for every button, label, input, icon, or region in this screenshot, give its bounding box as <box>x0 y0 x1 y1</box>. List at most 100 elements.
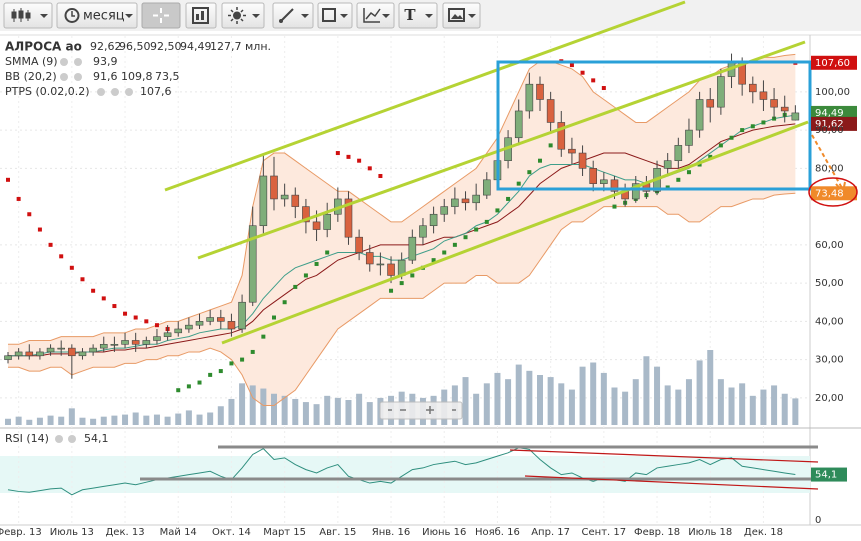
volume-bar <box>153 414 160 425</box>
candle-body <box>451 198 459 207</box>
candle-body <box>429 213 438 227</box>
eye-icon[interactable] <box>60 58 68 66</box>
volume-bar <box>590 362 597 425</box>
clock-icon <box>64 8 80 23</box>
x-tick-label: Дек. 18 <box>744 527 783 538</box>
volume-bar <box>749 395 756 425</box>
rsi-name: RSI (14) <box>5 432 49 445</box>
volume-bar <box>537 375 543 425</box>
volume-bar <box>58 416 65 425</box>
dropdown-arrow <box>382 14 390 18</box>
candle-body <box>631 183 640 200</box>
line-tool-button[interactable] <box>272 2 314 29</box>
rsi-divergence-line <box>509 449 819 463</box>
ptps-dot <box>410 273 415 278</box>
ptps-dot <box>176 388 181 393</box>
candle-body <box>376 263 385 266</box>
volume-bar <box>526 370 533 425</box>
candle-body <box>302 206 310 223</box>
ptps-dot <box>591 78 596 83</box>
eye-icon[interactable] <box>60 73 68 81</box>
volume-bar <box>781 393 788 425</box>
ptps-dot <box>527 170 532 175</box>
close-icon[interactable] <box>68 435 76 443</box>
text-tool-button[interactable] <box>398 2 438 29</box>
clock-hands <box>71 11 75 17</box>
candle-body <box>610 179 619 192</box>
ptps-dot <box>740 128 745 133</box>
ptps-dot <box>367 166 372 171</box>
candle-body <box>195 321 204 326</box>
sun-icon <box>233 11 241 20</box>
close-label: 94,49 <box>180 40 212 53</box>
candle-body <box>791 112 800 121</box>
eye-icon[interactable] <box>97 88 105 96</box>
candle-body <box>365 252 374 265</box>
volume-bar <box>36 417 43 425</box>
candle-body <box>674 145 683 161</box>
ptps-dot <box>452 242 457 247</box>
volume-bar <box>366 402 373 425</box>
candle-body <box>110 343 119 346</box>
candles-icon <box>11 8 31 22</box>
volume-bar <box>185 410 192 425</box>
ptps-dot <box>272 315 276 320</box>
gear-icon[interactable] <box>74 73 82 81</box>
y-tick-label: 50,00 <box>815 278 844 289</box>
candle-body <box>217 317 225 322</box>
volume-bar <box>462 377 469 425</box>
candle-body <box>759 91 768 100</box>
ptps-dot <box>37 227 42 232</box>
zoom-control[interactable] <box>379 401 463 420</box>
x-tick-label: Февр. 18 <box>634 527 680 538</box>
volume-bar <box>568 389 575 425</box>
gear-icon[interactable] <box>55 435 63 443</box>
ptps-dot <box>240 357 245 362</box>
candle-body <box>312 221 321 230</box>
volume-bar <box>302 402 309 425</box>
candle-body <box>440 206 449 215</box>
volume-bar <box>143 415 150 425</box>
rsi-line <box>7 447 796 496</box>
ptps-dot <box>389 288 394 293</box>
candle-body <box>568 148 576 154</box>
x-tick-label: Июль 13 <box>50 527 94 538</box>
ptps-dot <box>91 288 96 293</box>
candle-body <box>748 83 757 93</box>
gear-icon[interactable] <box>74 58 82 66</box>
period-label: месяц <box>83 9 125 24</box>
candle-body <box>99 343 108 349</box>
trend-line <box>164 0 686 192</box>
text-tool-label: T <box>404 6 416 24</box>
candle-body <box>206 317 214 322</box>
volume-bar <box>239 383 246 425</box>
crosshair-button[interactable] <box>141 2 181 29</box>
candle-body <box>185 324 193 330</box>
candle-body <box>419 225 427 238</box>
volume-bar <box>132 412 139 425</box>
volume-bar <box>217 406 224 425</box>
layout-icon <box>192 7 209 24</box>
close-icon[interactable] <box>125 88 133 96</box>
toolbar: месяц T <box>0 0 861 31</box>
volume-bar <box>739 383 746 425</box>
period-button[interactable] <box>56 2 138 29</box>
layout-icon-bar <box>201 11 204 20</box>
ptps-dot <box>80 277 85 282</box>
ptps-name: PTPS (0.02,0.2) <box>5 85 90 98</box>
volume-bar <box>643 356 650 425</box>
gear-icon[interactable] <box>111 88 119 96</box>
candle-body <box>131 340 140 345</box>
volume-bar <box>100 416 107 425</box>
x-tick-label: Нояб. 16 <box>475 527 520 538</box>
ptps-dot <box>399 281 404 286</box>
ptps-dot <box>303 273 308 278</box>
candle-body <box>600 179 608 184</box>
candle-body <box>461 198 470 204</box>
y-tick-label: 60,00 <box>815 240 844 251</box>
volume-bar <box>728 387 735 425</box>
arrow <box>811 134 843 189</box>
ptps-dot <box>261 334 266 339</box>
volume-bar <box>15 416 22 425</box>
